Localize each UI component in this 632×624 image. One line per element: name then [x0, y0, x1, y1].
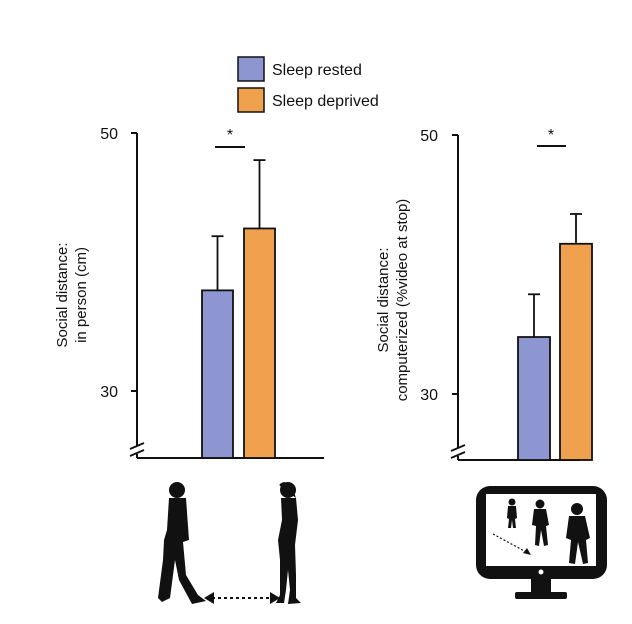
ytick-label-50: 50 [420, 128, 438, 145]
chart-computerized: Social distance: computerized (%video at… [375, 127, 593, 461]
ytick-label-30: 30 [420, 387, 438, 404]
bar-sleep-rested [201, 289, 234, 459]
bar-sleep-deprived [243, 227, 276, 459]
bar-sleep-deprived [559, 242, 593, 461]
axis-break-mark-1 [450, 444, 466, 452]
legend-swatch-sleep-rested [237, 56, 265, 82]
significance-star: * [227, 127, 233, 144]
ylabel-line2: in person (cm) [73, 247, 90, 343]
computer-monitor-icon [476, 486, 607, 599]
ytick-label-30: 30 [100, 384, 118, 401]
ylabel-line2: computerized (%video at stop) [394, 199, 411, 402]
distance-arrow-icon [204, 592, 280, 604]
ylabel-line1: Social distance: [54, 242, 71, 347]
walking-man-icon [158, 482, 206, 604]
ytick-label-50: 50 [100, 126, 118, 143]
legend-swatch-sleep-deprived [237, 87, 265, 113]
chart-in-person: Social distance: in person (cm) 50 30 * [54, 126, 324, 459]
legend-label-sleep-deprived: Sleep deprived [272, 93, 379, 110]
in-person-illustration [158, 482, 301, 604]
significance-star: * [548, 127, 554, 144]
approaching-people-icon [492, 498, 590, 564]
bar-sleep-rested [517, 336, 551, 461]
axis-break-mark-2 [129, 449, 145, 457]
legend-label-sleep-rested: Sleep rested [272, 62, 362, 79]
legend: Sleep rested Sleep deprived [237, 56, 379, 113]
axis-break-mark-1 [129, 442, 145, 450]
ylabel-line1: Social distance: [375, 247, 392, 352]
axis-break-mark-2 [450, 451, 466, 459]
standing-woman-icon [276, 482, 301, 604]
